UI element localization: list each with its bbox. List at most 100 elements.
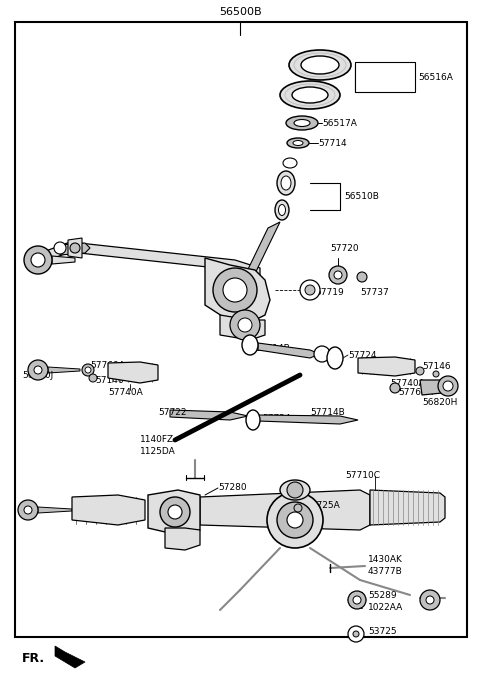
Polygon shape <box>165 528 200 550</box>
Circle shape <box>238 318 252 332</box>
Circle shape <box>223 278 247 302</box>
Polygon shape <box>48 367 80 373</box>
Text: 1022AA: 1022AA <box>368 603 403 612</box>
Circle shape <box>433 371 439 377</box>
Text: 56516A: 56516A <box>418 73 453 82</box>
Circle shape <box>230 310 260 340</box>
Circle shape <box>390 383 400 393</box>
Text: 57714: 57714 <box>318 138 347 147</box>
Text: 55289: 55289 <box>368 590 396 599</box>
Ellipse shape <box>283 158 297 168</box>
Polygon shape <box>420 380 452 395</box>
Circle shape <box>438 376 458 396</box>
Text: 56517A: 56517A <box>322 119 357 127</box>
Circle shape <box>89 374 97 382</box>
Circle shape <box>305 285 315 295</box>
Circle shape <box>31 253 45 267</box>
Polygon shape <box>358 357 415 376</box>
Polygon shape <box>205 258 270 320</box>
Text: 57146: 57146 <box>95 375 124 384</box>
Circle shape <box>334 271 342 279</box>
Circle shape <box>294 504 302 512</box>
Circle shape <box>420 590 440 610</box>
Text: 57725A: 57725A <box>305 501 340 510</box>
Ellipse shape <box>286 116 318 130</box>
Text: 57719: 57719 <box>315 288 344 297</box>
Polygon shape <box>72 495 145 525</box>
Circle shape <box>160 497 190 527</box>
Text: 57714B: 57714B <box>255 343 290 353</box>
Text: 57740A: 57740A <box>108 388 143 397</box>
Polygon shape <box>55 646 85 668</box>
Circle shape <box>277 502 313 538</box>
Ellipse shape <box>277 171 295 195</box>
Circle shape <box>353 631 359 637</box>
Polygon shape <box>258 415 358 424</box>
Polygon shape <box>370 490 445 525</box>
Circle shape <box>357 272 367 282</box>
Circle shape <box>267 492 323 548</box>
Polygon shape <box>15 218 80 325</box>
Ellipse shape <box>275 200 289 220</box>
Circle shape <box>18 500 38 520</box>
Circle shape <box>314 346 330 362</box>
Polygon shape <box>148 490 200 535</box>
Bar <box>330 55 450 415</box>
Ellipse shape <box>287 138 309 148</box>
Ellipse shape <box>293 140 303 145</box>
Ellipse shape <box>301 56 339 74</box>
Text: 56820H: 56820H <box>422 397 457 406</box>
Polygon shape <box>108 362 158 383</box>
Circle shape <box>300 280 320 300</box>
Text: 57769A: 57769A <box>90 360 125 369</box>
Polygon shape <box>52 256 75 264</box>
Text: 57714B: 57714B <box>310 408 345 416</box>
Circle shape <box>353 596 361 604</box>
Text: 57722: 57722 <box>358 366 386 375</box>
Polygon shape <box>200 490 370 530</box>
Circle shape <box>287 482 303 498</box>
Circle shape <box>213 268 257 312</box>
Polygon shape <box>60 243 90 255</box>
Text: 1430AK: 1430AK <box>368 556 403 564</box>
Bar <box>15 22 467 637</box>
Circle shape <box>28 360 48 380</box>
Text: 57280: 57280 <box>218 484 247 493</box>
Text: FR.: FR. <box>22 651 45 664</box>
Ellipse shape <box>278 205 286 216</box>
Polygon shape <box>258 343 320 358</box>
Circle shape <box>24 246 52 274</box>
Ellipse shape <box>281 176 291 190</box>
Ellipse shape <box>289 50 351 80</box>
Text: 56820J: 56820J <box>22 371 53 379</box>
Text: 57769A: 57769A <box>398 388 433 397</box>
Circle shape <box>416 367 424 375</box>
Circle shape <box>82 364 94 376</box>
Polygon shape <box>220 315 265 340</box>
Circle shape <box>70 243 80 253</box>
Circle shape <box>426 596 434 604</box>
Polygon shape <box>35 242 260 278</box>
Ellipse shape <box>280 81 340 109</box>
Text: 56510B: 56510B <box>344 192 379 201</box>
Circle shape <box>168 505 182 519</box>
Text: 57737: 57737 <box>360 288 389 297</box>
Text: 57720: 57720 <box>330 243 359 253</box>
Circle shape <box>329 266 347 284</box>
Circle shape <box>85 367 91 373</box>
Bar <box>355 62 415 92</box>
Text: 57724: 57724 <box>348 351 376 360</box>
Ellipse shape <box>327 347 343 369</box>
Circle shape <box>287 512 303 528</box>
Circle shape <box>34 366 42 374</box>
Text: 1125DA: 1125DA <box>140 447 176 456</box>
Ellipse shape <box>246 410 260 430</box>
Circle shape <box>348 626 364 642</box>
Ellipse shape <box>294 119 310 127</box>
Text: 1140FZ: 1140FZ <box>140 436 174 445</box>
Circle shape <box>348 591 366 609</box>
Text: 57710C: 57710C <box>345 471 380 480</box>
Text: 56500B: 56500B <box>219 7 261 17</box>
Text: 43777B: 43777B <box>368 567 403 577</box>
Polygon shape <box>236 222 280 294</box>
